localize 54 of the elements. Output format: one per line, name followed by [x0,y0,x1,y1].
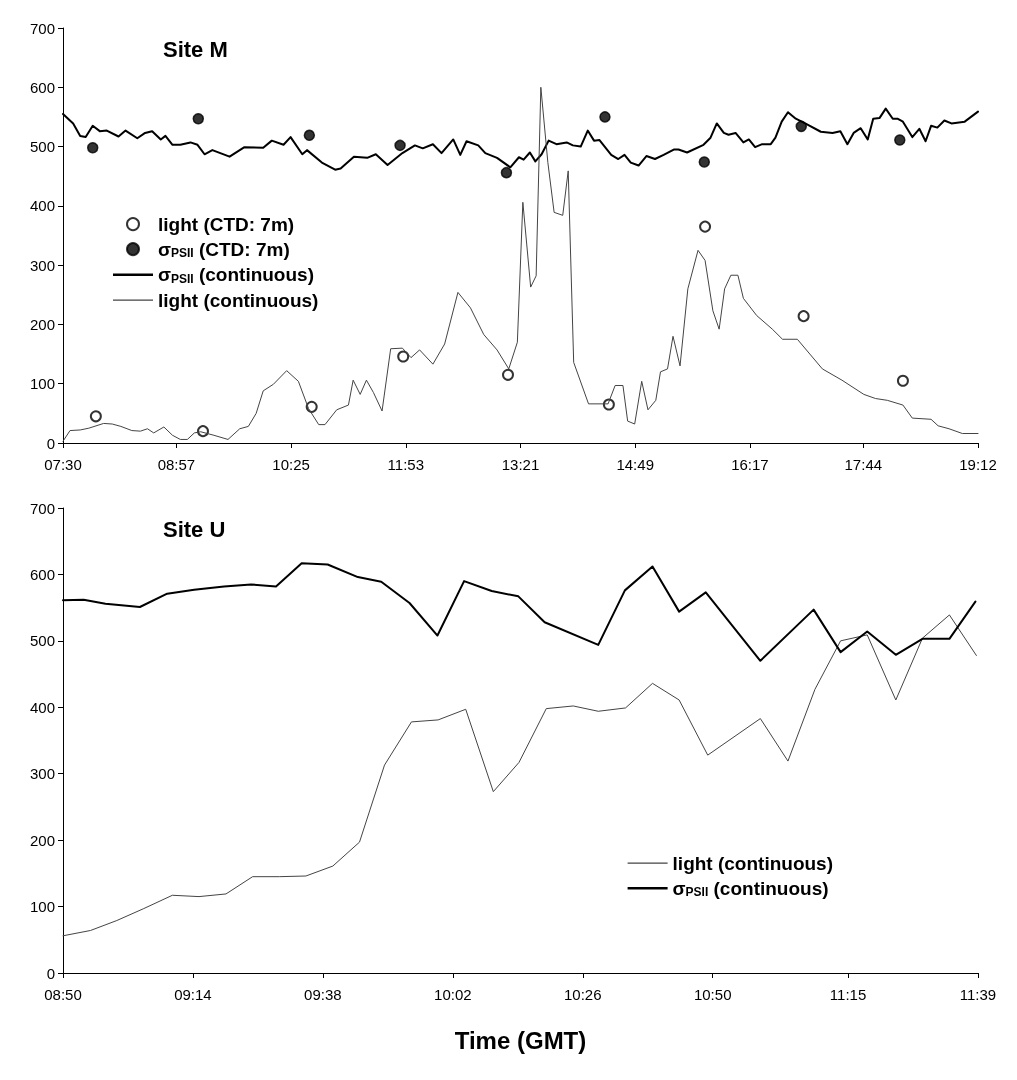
x-tick-label: 11:53 [387,456,425,473]
point [896,374,909,387]
point [86,142,99,154]
point [599,111,611,123]
x-tick-label: 10:26 [563,986,602,1003]
y-tick-label: 0 [46,964,55,982]
legend-label: light (continuous) [672,852,833,874]
y-tick-label: 400 [29,698,55,716]
line-series [62,614,977,937]
point [89,410,102,423]
legend-label: light (continuous) [158,289,319,311]
point [797,310,810,323]
chart-title: Site U [163,516,226,542]
y-tick-label: 200 [29,315,55,333]
y-tick-label: 700 [29,19,55,37]
y-tick-label: 500 [29,138,55,156]
x-tick-label: 19:12 [959,456,997,473]
point [192,112,205,125]
x-tick-label: 14:49 [616,456,654,473]
x-tick-label: 09:38 [304,986,342,1003]
x-tick-label: 07:30 [44,456,82,473]
x-tick-label: 13:21 [501,456,540,473]
y-tick-label: 600 [29,78,55,96]
y-tick-label: 0 [46,434,55,452]
x-tick-label: 16:17 [731,456,769,473]
point [303,129,316,142]
legend-label: light (CTD: 7m) [158,213,295,235]
x-tick-label: 17:44 [844,456,883,473]
point [699,220,712,233]
x-tick-label: 10:02 [434,986,472,1003]
point [502,368,514,381]
chart-title: Site M [163,36,228,62]
point [894,134,906,146]
x-tick-label: 08:57 [157,456,196,473]
x-tick-label: 11:39 [959,986,997,1003]
point [500,166,513,179]
y-tick-label: 500 [29,632,55,650]
y-tick-label: 100 [29,375,55,393]
y-tick-label: 600 [29,565,55,583]
x-tick-label: 08:50 [44,986,82,1003]
point [698,156,711,168]
x-tick-label: 10:25 [272,456,310,473]
y-tick-label: 700 [29,499,55,517]
y-tick-label: 100 [29,898,55,916]
x-axis-title: Time (GMT) [454,1026,587,1054]
y-tick-label: 200 [29,831,55,849]
point [394,139,406,152]
x-tick-label: 09:14 [174,986,212,1003]
y-tick-label: 300 [29,765,55,783]
x-tick-label: 11:15 [829,986,867,1003]
x-tick-label: 10:50 [693,986,732,1003]
point [397,350,410,363]
y-tick-label: 300 [29,256,55,274]
y-tick-label: 400 [29,197,55,215]
